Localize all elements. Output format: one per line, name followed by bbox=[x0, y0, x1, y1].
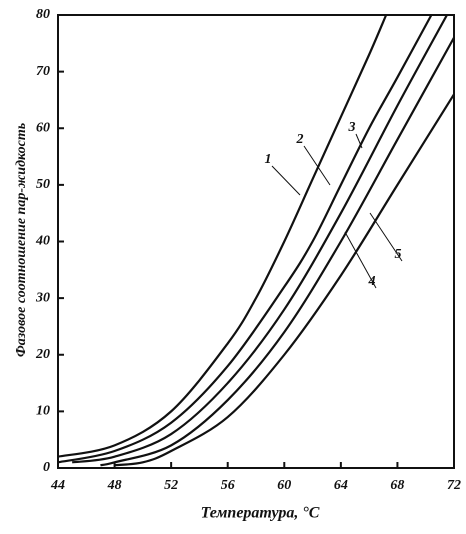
curve-label: 4 bbox=[368, 274, 376, 289]
leader-line bbox=[369, 212, 403, 262]
x-tick-label: 68 bbox=[390, 478, 404, 493]
curve bbox=[57, 14, 433, 464]
x-axis-label: Температура, °С bbox=[201, 505, 320, 522]
curve-label: 5 bbox=[395, 247, 402, 262]
y-tick-label: 20 bbox=[35, 347, 50, 362]
x-tick-label: 64 bbox=[334, 478, 348, 493]
curve-label: 1 bbox=[265, 152, 272, 167]
leader-line bbox=[271, 165, 301, 196]
x-tick-label: 72 bbox=[447, 478, 461, 493]
leader-line bbox=[355, 133, 363, 149]
curve-label: 3 bbox=[348, 120, 356, 135]
curve bbox=[114, 93, 455, 467]
x-tick-label: 48 bbox=[107, 478, 122, 493]
y-axis-label: Фазовое соотношение пар-жидкость bbox=[14, 123, 29, 357]
y-tick-label: 80 bbox=[36, 7, 50, 22]
y-tick-label: 40 bbox=[35, 234, 50, 249]
x-tick-label: 56 bbox=[221, 478, 235, 493]
x-tick-label: 44 bbox=[50, 478, 65, 493]
y-tick-label: 10 bbox=[36, 404, 50, 419]
y-tick-label: 30 bbox=[35, 290, 50, 305]
y-tick-label: 0 bbox=[43, 460, 50, 475]
curve bbox=[100, 37, 455, 467]
y-tick-label: 60 bbox=[36, 120, 50, 135]
y-tick-label: 50 bbox=[36, 177, 50, 192]
leader-line bbox=[344, 231, 377, 289]
y-tick-label: 70 bbox=[36, 64, 50, 79]
x-tick-label: 60 bbox=[277, 478, 291, 493]
x-tick-label: 52 bbox=[164, 478, 178, 493]
curve bbox=[71, 14, 448, 464]
leader-line bbox=[303, 145, 331, 186]
curve bbox=[57, 14, 388, 458]
curve-label: 2 bbox=[296, 132, 304, 147]
